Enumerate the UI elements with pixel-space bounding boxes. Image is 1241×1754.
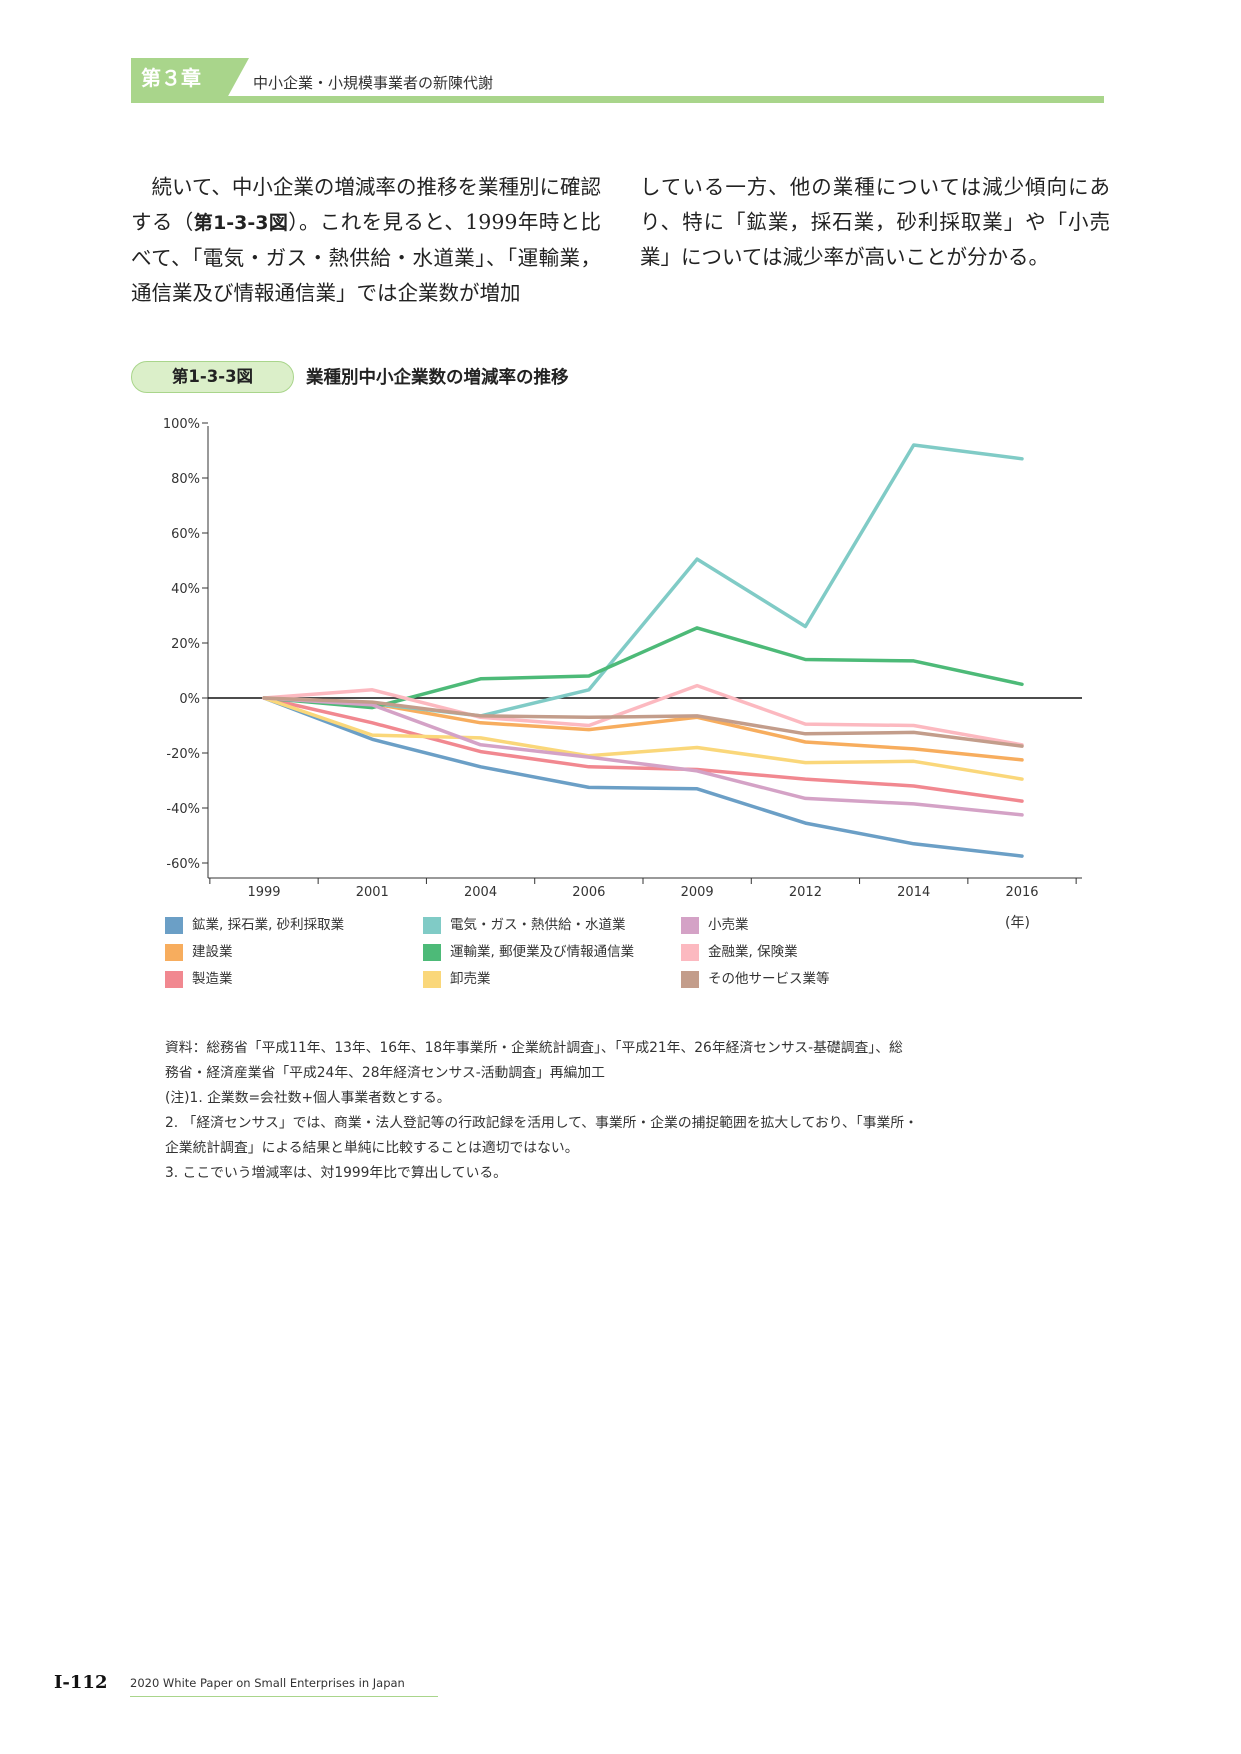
legend-label: 卸売業 — [450, 971, 491, 987]
series-line-6 — [262, 696, 1024, 781]
header-rule — [131, 96, 1104, 103]
body-text-right: している一方、他の業種については減少傾向にあり、特に「鉱業，採石業，砂利採取業」… — [640, 175, 1110, 269]
x-tick-label: 1999 — [247, 885, 280, 900]
legend-swatch — [681, 944, 699, 961]
x-tick-label: 2009 — [681, 885, 714, 900]
series-lines — [262, 443, 1024, 858]
y-tick-label: 100% — [163, 417, 200, 432]
series-line-7 — [262, 696, 1024, 817]
series-line-8 — [262, 683, 1024, 747]
legend-label: 金融業, 保険業 — [708, 944, 798, 960]
legend-swatch — [423, 917, 441, 934]
note-line: 2. 「経済センサス」では、商業・法人登記等の行政記録を活用して、事業所・企業の… — [165, 1115, 918, 1131]
note-line: 企業統計調査」による結果と単純に比較することは適切ではない。 — [165, 1140, 579, 1156]
x-tick-label: 2016 — [1005, 885, 1038, 900]
legend-swatch — [423, 971, 441, 988]
chapter-header: 第３章 中小企業・小規模事業者の新陳代謝 — [131, 58, 1104, 104]
chapter-title: 中小企業・小規模事業者の新陳代謝 — [253, 74, 494, 92]
y-tick-label: 40% — [171, 582, 200, 597]
legend-label: 建設業 — [192, 944, 233, 960]
y-tick-label: -40% — [166, 802, 200, 817]
figure-reference[interactable]: 第1-3-3図 — [193, 212, 289, 234]
figure-label: 第1-3-3図 — [131, 361, 294, 393]
y-tick-label: 80% — [171, 472, 200, 487]
y-tick-label: 60% — [171, 527, 200, 542]
x-axis: 1999 2001 2004 2006 2009 2012 2014 2016 — [208, 697, 1082, 900]
legend-swatch — [165, 917, 183, 934]
x-axis-unit: (年) — [1005, 915, 1030, 931]
series-line-1 — [262, 696, 1024, 858]
body-text-left-part1: 続いて、中小企業の増減率の推移を業種別に確認する（ — [131, 175, 601, 234]
x-tick-label: 2001 — [356, 885, 389, 900]
legend-label: 小売業 — [708, 917, 749, 933]
source-notes: 資料：総務省「平成11年、13年、16年、18年事業所・企業統計調査」、「平成2… — [165, 1036, 1065, 1186]
publication-title: 2020 White Paper on Small Enterprises in… — [130, 1676, 405, 1690]
series-line-5 — [262, 626, 1024, 710]
page-number: Ⅰ-112 — [54, 1672, 108, 1693]
y-tick-label: 0% — [179, 692, 200, 707]
y-tick-label: -20% — [166, 747, 200, 762]
legend-label: その他サービス業等 — [708, 971, 830, 987]
series-line-4 — [262, 443, 1024, 718]
x-tick-label: 2006 — [572, 885, 605, 900]
legend-swatch — [681, 971, 699, 988]
chapter-tab-slant — [227, 58, 249, 98]
legend-label: 運輸業, 郵便業及び情報通信業 — [450, 944, 635, 960]
chapter-label: 第３章 — [131, 58, 227, 98]
chart-legend: 鉱業, 採石業, 砂利採取業 建設業製造業 電気・ガス・熱供給・水道業 運輸業, 郵便… — [165, 914, 1045, 992]
series-line-3 — [262, 696, 1024, 803]
x-tick-label: 2012 — [789, 885, 822, 900]
body-text-left: 続いて、中小企業の増減率の推移を業種別に確認する（第1-3-3図）。これを見ると… — [131, 170, 601, 311]
legend-label: 電気・ガス・熱供給・水道業 — [450, 917, 626, 933]
note-line: 務省・経済産業省「平成24年、28年経済センサス‐活動調査」再編加工 — [165, 1065, 605, 1081]
y-tick-label: -60% — [166, 857, 200, 872]
legend-swatch — [165, 944, 183, 961]
body-text-left-part2: ）。これを見ると、1999年時と比べて、「電気・ガス・熱供給・水道業」、「運輸業… — [131, 210, 601, 305]
series-line-9 — [262, 696, 1024, 748]
y-tick-label: 20% — [171, 637, 200, 652]
note-line: (注)1. 企業数=会社数+個人事業者数とする。 — [165, 1090, 451, 1106]
x-tick-label: 2004 — [464, 885, 497, 900]
x-tick-label: 2014 — [897, 885, 930, 900]
footer-rule — [130, 1696, 438, 1697]
note-line: 資料：総務省「平成11年、13年、16年、18年事業所・企業統計調査」、「平成2… — [165, 1040, 903, 1056]
y-axis: 100% 80% 60% 40% 20% 0% -20% -40% -60% — [163, 417, 209, 878]
line-chart: 100% 80% 60% 40% 20% 0% -20% -40% -60% 1999 2001 2… — [163, 417, 1082, 900]
legend-swatch — [423, 944, 441, 961]
legend-label: 製造業 — [192, 971, 233, 987]
legend-label: 鉱業, 採石業, 砂利採取業 — [192, 917, 345, 933]
legend-swatch — [681, 917, 699, 934]
note-line: 3. ここでいう増減率は、対1999年比で算出している。 — [165, 1165, 507, 1181]
legend-swatch — [165, 971, 183, 988]
figure-title: 業種別中小企業数の増減率の推移 — [306, 368, 569, 388]
